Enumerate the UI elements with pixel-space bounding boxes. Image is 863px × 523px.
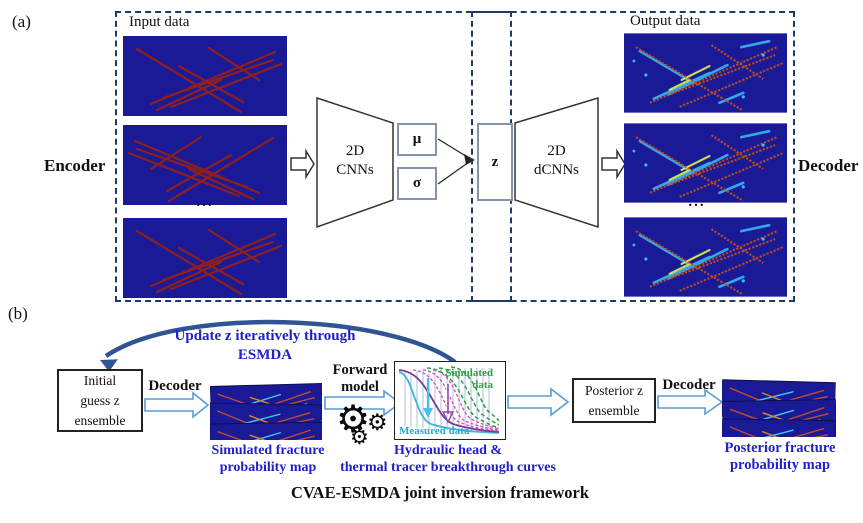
arrow-forward-model xyxy=(324,389,402,417)
output-image-1 xyxy=(624,33,787,113)
initial-guess-box: Initial guess z ensemble xyxy=(57,369,143,432)
update-z-curved-arrow xyxy=(100,319,457,372)
measured-data-label: Measured data xyxy=(399,425,470,437)
output-ellipsis: ... xyxy=(688,194,706,210)
decoder-dashed-box xyxy=(471,11,795,302)
dcnn-block-label: 2D dCNNs xyxy=(515,142,598,180)
decoder-left-label: Decoder xyxy=(148,378,202,394)
decoder-label: Decoder xyxy=(798,156,859,175)
forward-line1: Forward xyxy=(332,362,388,378)
input-data-label: Input data xyxy=(126,14,193,31)
arrow-curves-to-posterior xyxy=(507,387,570,417)
initial-line1: Initial xyxy=(83,372,117,388)
update-z-line1: Update z iteratively through xyxy=(174,328,356,344)
forward-line2: model xyxy=(341,379,379,395)
panel-a-label: (a) xyxy=(12,12,31,31)
simulated-map-stack xyxy=(210,366,322,440)
output-data-label: Output data xyxy=(627,13,704,30)
input-image-3 xyxy=(123,218,287,298)
initial-line3: ensemble xyxy=(74,412,126,428)
hatch-lines xyxy=(404,368,490,431)
update-z-text: Update z iteratively through ESMDA xyxy=(150,327,380,365)
posterior-line2: ensemble xyxy=(588,402,640,418)
sim-caption-line2: probability map xyxy=(219,460,317,475)
gears-icon: ⚙ ⚙ ⚙ xyxy=(334,400,390,452)
curves-caption-line1: Hydraulic head & xyxy=(393,443,503,458)
arrow-decoder-left xyxy=(144,391,210,419)
output-image-2 xyxy=(624,123,787,203)
cnn-line2: CNNs xyxy=(336,162,374,178)
posterior-map-stack xyxy=(722,362,836,437)
simulated-data-label-line1: Simulated xyxy=(445,367,493,379)
posterior-line1: Posterior z xyxy=(584,382,644,398)
decoder-trapezoid xyxy=(514,96,599,229)
down-arrows xyxy=(423,378,455,424)
cnn-line1: 2D xyxy=(345,143,365,159)
cnn-block-label: 2D CNNs xyxy=(317,142,393,180)
initial-line2: guess z xyxy=(80,392,120,408)
z-box: z xyxy=(477,123,513,201)
gear-icon-small-bottom: ⚙ xyxy=(350,425,369,449)
input-ellipsis: ... xyxy=(196,194,214,210)
encoder-label: Encoder xyxy=(44,156,106,175)
panel-b-label: (b) xyxy=(8,304,28,323)
input-image-2 xyxy=(123,125,287,205)
mu-box: μ xyxy=(397,123,437,156)
arrow-input-to-cnn xyxy=(290,148,315,180)
update-z-line2: ESMDA xyxy=(237,347,293,363)
arrow-decoder-right xyxy=(657,388,724,416)
musigma-to-z-arrows xyxy=(437,138,475,185)
gear-icon-large: ⚙ xyxy=(336,397,371,441)
figure-title: CVAE-ESMDA joint inversion framework xyxy=(290,483,590,502)
input-image-1 xyxy=(123,36,287,116)
arrow-dcnn-to-output xyxy=(601,148,626,180)
posterior-z-box: Posterior z ensemble xyxy=(572,378,656,423)
simulated-map-caption: Simulated fracture probability map xyxy=(198,442,338,476)
posterior-map-caption: Posterior fracture probability map xyxy=(704,440,856,474)
dcnn-line1: 2D xyxy=(547,143,566,159)
gear-icon-small-right: ⚙ xyxy=(367,410,388,436)
sigma-box: σ xyxy=(397,167,437,200)
dcnn-line2: dCNNs xyxy=(533,162,579,178)
breakthrough-curves xyxy=(398,366,500,434)
forward-model-label: Forward model xyxy=(327,362,393,396)
sim-caption-line1: Simulated fracture xyxy=(211,443,325,458)
curves-caption-line2: thermal tracer breakthrough curves xyxy=(340,460,556,475)
curves-caption: Hydraulic head & thermal tracer breakthr… xyxy=(330,442,566,476)
output-image-3 xyxy=(624,217,787,297)
encoder-trapezoid xyxy=(316,96,394,229)
post-caption-line2: probability map xyxy=(729,457,831,473)
decoder-right-label: Decoder xyxy=(662,377,716,393)
flow-arrows xyxy=(144,387,724,419)
post-caption-line1: Posterior fracture xyxy=(724,440,836,456)
simulated-data-label-line2: data xyxy=(472,379,493,391)
breakthrough-curves-plot: Simulated data Measured data xyxy=(394,361,506,440)
